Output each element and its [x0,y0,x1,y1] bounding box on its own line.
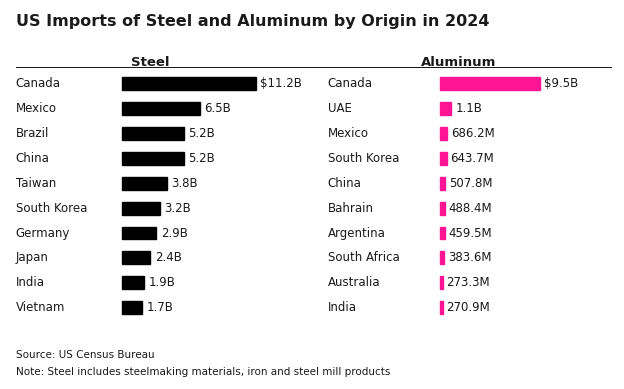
Text: 2.4B: 2.4B [155,251,182,265]
Text: South Africa: South Africa [328,251,399,265]
Text: 1.9B: 1.9B [149,276,176,289]
Text: US Imports of Steel and Aluminum by Origin in 2024: US Imports of Steel and Aluminum by Orig… [16,14,489,29]
Text: Argentina: Argentina [328,226,386,240]
Text: Bahrain: Bahrain [328,202,374,215]
Text: 5.2B: 5.2B [188,127,215,140]
Text: Canada: Canada [328,77,373,90]
Text: Mexico: Mexico [16,102,57,115]
Text: 507.8M: 507.8M [449,177,492,190]
Text: Note: Steel includes steelmaking materials, iron and steel mill products: Note: Steel includes steelmaking materia… [16,367,390,377]
Text: China: China [16,152,49,165]
Text: 273.3M: 273.3M [447,276,490,289]
Text: Japan: Japan [16,251,49,265]
Text: 270.9M: 270.9M [447,301,490,314]
Text: Vietnam: Vietnam [16,301,65,314]
Text: Australia: Australia [328,276,380,289]
Text: Aluminum: Aluminum [421,56,496,69]
Text: Taiwan: Taiwan [16,177,56,190]
Text: 5.2B: 5.2B [188,152,215,165]
Text: Canada: Canada [16,77,61,90]
Text: India: India [328,301,356,314]
Text: 686.2M: 686.2M [451,127,495,140]
Text: 488.4M: 488.4M [449,202,492,215]
Text: Mexico: Mexico [328,127,369,140]
Text: Steel: Steel [130,56,169,69]
Text: South Korea: South Korea [328,152,399,165]
Text: 3.8B: 3.8B [172,177,198,190]
Text: China: China [328,177,361,190]
Text: 1.1B: 1.1B [456,102,482,115]
Text: Brazil: Brazil [16,127,49,140]
Text: UAE: UAE [328,102,351,115]
Text: 1.7B: 1.7B [147,301,173,314]
Text: India: India [16,276,44,289]
Text: South Korea: South Korea [16,202,87,215]
Text: 6.5B: 6.5B [204,102,231,115]
Text: 459.5M: 459.5M [449,226,492,240]
Text: 3.2B: 3.2B [164,202,191,215]
Text: $9.5B: $9.5B [544,77,578,90]
Text: 2.9B: 2.9B [161,226,188,240]
Text: 383.6M: 383.6M [447,251,491,265]
Text: Germany: Germany [16,226,70,240]
Text: $11.2B: $11.2B [260,77,302,90]
Text: Source: US Census Bureau: Source: US Census Bureau [16,350,154,360]
Text: 643.7M: 643.7M [451,152,494,165]
